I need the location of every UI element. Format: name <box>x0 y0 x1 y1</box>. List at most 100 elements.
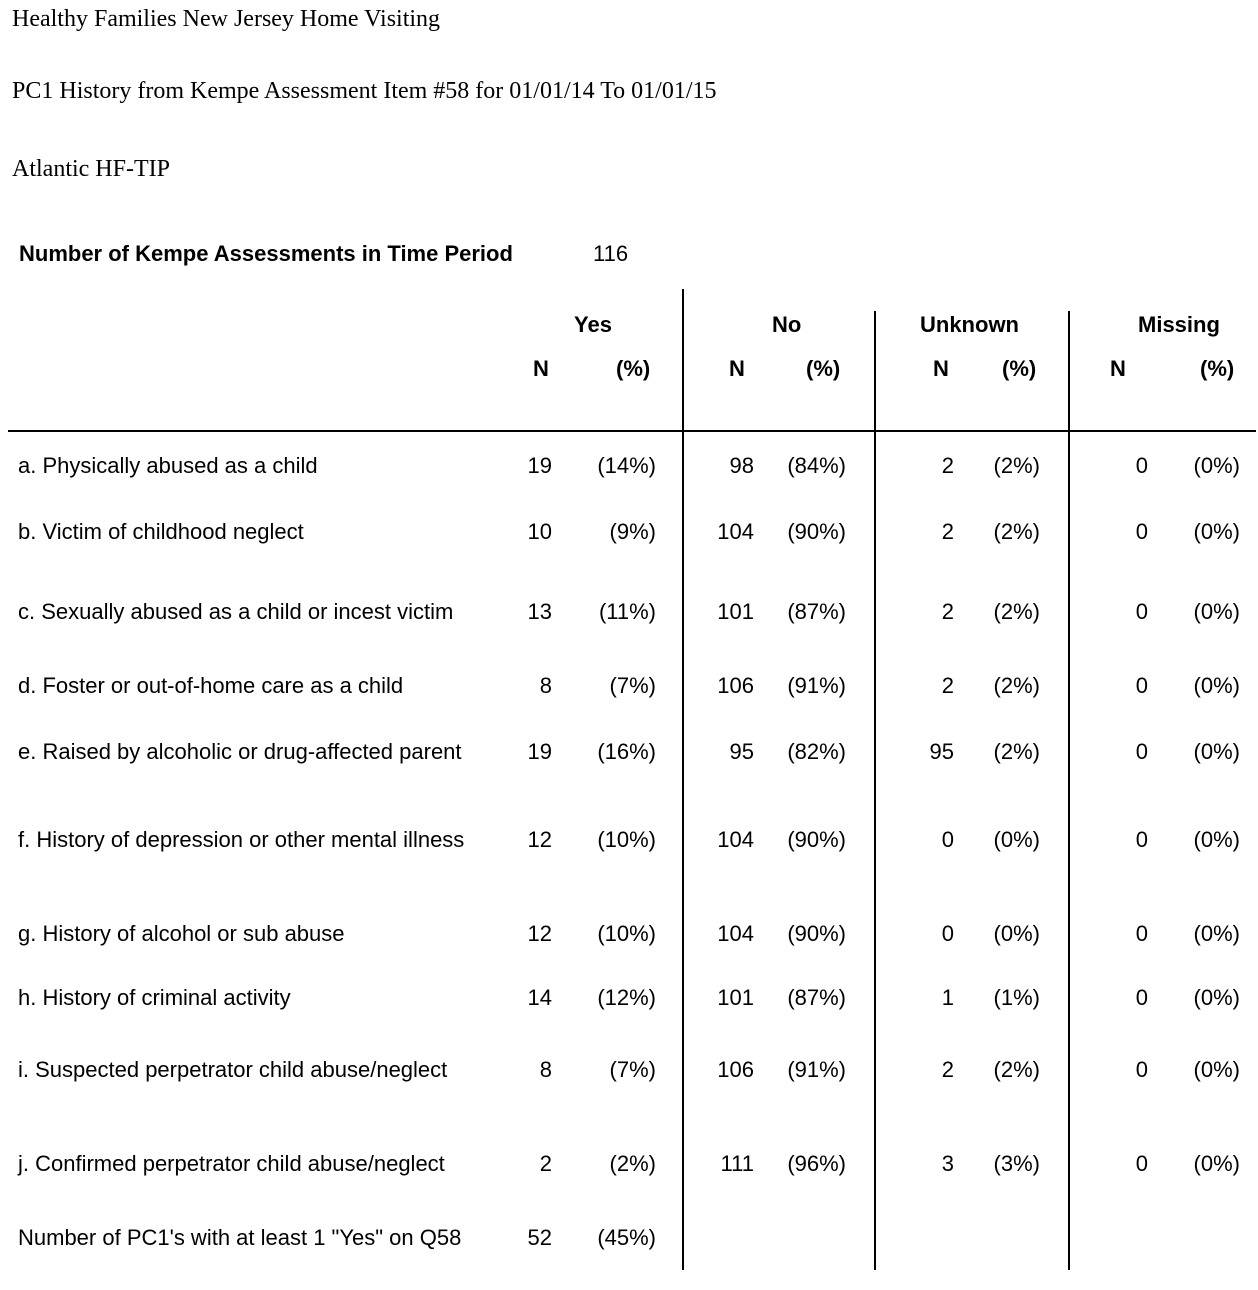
cell-no-n: 104 <box>717 519 754 544</box>
header-rule <box>8 430 1256 432</box>
divider-no-unknown <box>874 311 876 1270</box>
summary-label: Number of PC1's with at least 1 "Yes" on… <box>18 1225 462 1250</box>
cell-yes-n: 13 <box>527 599 552 624</box>
cell-yes-n: 14 <box>527 985 552 1010</box>
subheader-no-pct: (%) <box>806 356 841 381</box>
subheader-yes-pct: (%) <box>616 356 651 381</box>
subheader-no-n: N <box>729 356 745 381</box>
cell-unk-n: 3 <box>941 1151 954 1176</box>
cell-miss-n: 0 <box>1135 1057 1148 1082</box>
assessments-value: 116 <box>593 241 629 266</box>
cell-miss-n: 0 <box>1135 921 1148 946</box>
cell-miss-n: 0 <box>1135 985 1148 1010</box>
subheader-unknown-n: N <box>933 356 949 381</box>
cell-no-pct: (96%) <box>787 1151 846 1176</box>
subheader-unknown-pct: (%) <box>1002 356 1037 381</box>
cell-miss-n: 0 <box>1135 519 1148 544</box>
row-label: a. Physically abused as a child <box>18 453 318 478</box>
cell-yes-pct: (10%) <box>597 827 656 852</box>
cell-no-n: 106 <box>717 1057 754 1082</box>
cell-no-n: 104 <box>717 921 754 946</box>
row-label: e. Raised by alcoholic or drug-affected … <box>18 739 462 764</box>
cell-unk-n: 2 <box>941 673 954 698</box>
row-label: d. Foster or out-of-home care as a child <box>18 673 404 698</box>
cell-unk-n: 2 <box>941 1057 954 1082</box>
assessments-label: Number of Kempe Assessments in Time Peri… <box>19 241 513 266</box>
cell-no-pct: (90%) <box>787 921 846 946</box>
cell-unk-pct: (2%) <box>993 519 1040 544</box>
cell-yes-n: 8 <box>539 673 552 698</box>
subheader-yes-n: N <box>533 356 549 381</box>
cell-no-n: 106 <box>717 673 754 698</box>
row-label: j. Confirmed perpetrator child abuse/neg… <box>18 1151 445 1176</box>
site-name: Atlantic HF-TIP <box>12 156 170 182</box>
cell-miss-pct: (0%) <box>1193 1057 1240 1082</box>
subheader-missing-n: N <box>1110 356 1126 381</box>
cell-miss-n: 0 <box>1135 1151 1148 1176</box>
cell-yes-pct: (16%) <box>597 739 656 764</box>
group-header-no: No <box>772 312 802 337</box>
cell-unk-n: 2 <box>941 519 954 544</box>
cell-no-n: 104 <box>717 827 754 852</box>
cell-miss-n: 0 <box>1135 453 1148 478</box>
row-label: c. Sexually abused as a child or incest … <box>18 599 454 624</box>
cell-miss-n: 0 <box>1135 599 1148 624</box>
cell-miss-pct: (0%) <box>1193 599 1240 624</box>
cell-yes-n: 8 <box>539 1057 552 1082</box>
cell-miss-pct: (0%) <box>1193 519 1240 544</box>
cell-yes-n: 19 <box>527 739 552 764</box>
cell-unk-pct: (3%) <box>993 1151 1040 1176</box>
cell-no-pct: (90%) <box>787 519 846 544</box>
cell-miss-pct: (0%) <box>1193 985 1240 1010</box>
summary-yes-n: 52 <box>527 1225 552 1250</box>
cell-unk-n: 2 <box>941 599 954 624</box>
cell-unk-pct: (2%) <box>993 453 1040 478</box>
cell-unk-pct: (1%) <box>993 985 1040 1010</box>
cell-no-n: 98 <box>729 453 754 478</box>
group-header-missing: Missing <box>1138 312 1220 337</box>
row-label: i. Suspected perpetrator child abuse/neg… <box>18 1057 448 1082</box>
cell-miss-pct: (0%) <box>1193 921 1240 946</box>
row-label: f. History of depression or other mental… <box>18 827 465 852</box>
cell-miss-n: 0 <box>1135 827 1148 852</box>
cell-miss-n: 0 <box>1135 739 1148 764</box>
group-header-yes: Yes <box>574 312 612 337</box>
cell-miss-n: 0 <box>1135 673 1148 698</box>
cell-no-pct: (91%) <box>787 1057 846 1082</box>
cell-no-n: 111 <box>720 1151 754 1176</box>
cell-unk-pct: (0%) <box>993 827 1040 852</box>
cell-yes-n: 12 <box>527 921 552 946</box>
cell-miss-pct: (0%) <box>1193 827 1240 852</box>
row-label: b. Victim of childhood neglect <box>18 519 304 544</box>
cell-unk-pct: (0%) <box>993 921 1040 946</box>
cell-yes-n: 2 <box>539 1151 552 1176</box>
cell-unk-pct: (2%) <box>993 739 1040 764</box>
cell-yes-pct: (7%) <box>609 673 656 698</box>
cell-no-pct: (90%) <box>787 827 846 852</box>
summary-yes-pct: (45%) <box>597 1225 656 1250</box>
cell-unk-n: 0 <box>941 827 954 852</box>
cell-miss-pct: (0%) <box>1193 739 1240 764</box>
cell-yes-n: 19 <box>527 453 552 478</box>
cell-no-pct: (82%) <box>787 739 846 764</box>
cell-yes-pct: (11%) <box>598 599 656 624</box>
group-header-unknown: Unknown <box>920 312 1019 337</box>
cell-unk-n: 0 <box>941 921 954 946</box>
cell-unk-n: 95 <box>929 739 954 764</box>
cell-no-pct: (87%) <box>787 599 846 624</box>
cell-no-n: 101 <box>717 599 754 624</box>
report-title: Healthy Families New Jersey Home Visitin… <box>12 6 441 32</box>
cell-miss-pct: (0%) <box>1193 1151 1240 1176</box>
cell-yes-n: 12 <box>527 827 552 852</box>
cell-unk-pct: (2%) <box>993 1057 1040 1082</box>
cell-yes-pct: (12%) <box>597 985 656 1010</box>
cell-no-n: 95 <box>729 739 754 764</box>
cell-yes-pct: (14%) <box>597 453 656 478</box>
cell-unk-pct: (2%) <box>993 673 1040 698</box>
cell-yes-pct: (7%) <box>609 1057 656 1082</box>
report-subtitle: PC1 History from Kempe Assessment Item #… <box>12 78 717 104</box>
cell-unk-n: 2 <box>941 453 954 478</box>
cell-unk-n: 1 <box>941 985 954 1010</box>
cell-miss-pct: (0%) <box>1193 673 1240 698</box>
divider-unknown-missing <box>1068 311 1070 1270</box>
